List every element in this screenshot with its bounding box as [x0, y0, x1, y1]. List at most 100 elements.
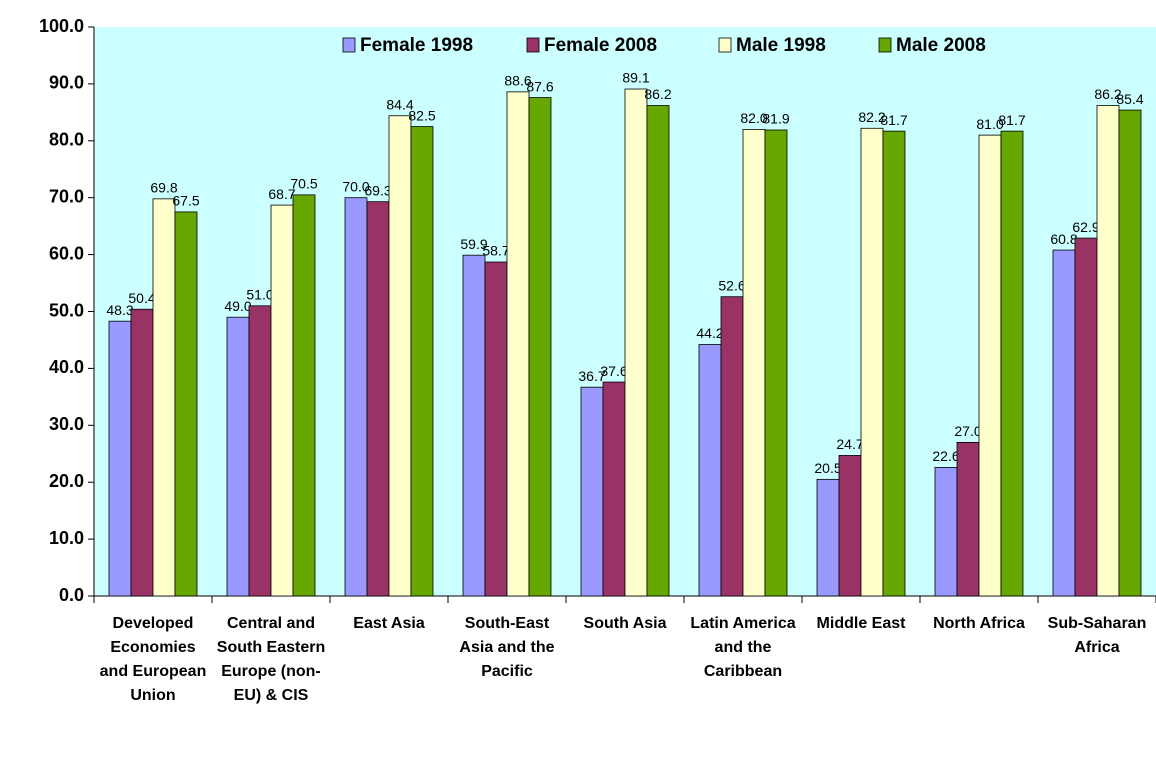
bar	[1052, 249, 1076, 597]
value-label: 69.3	[364, 182, 391, 198]
bar	[484, 261, 508, 597]
value-label: 82.0	[740, 110, 767, 126]
bar	[174, 211, 198, 597]
value-label: 81.7	[998, 112, 1025, 128]
bar	[366, 201, 390, 597]
value-label: 84.4	[386, 96, 413, 112]
x-tick-label: Developed Economies and European Union	[99, 615, 207, 704]
bar	[462, 254, 486, 597]
x-tick-label: Latin America and the Caribbean	[690, 615, 796, 680]
value-label: 88.6	[504, 73, 531, 89]
bar	[1074, 237, 1098, 597]
legend-swatch	[342, 37, 356, 53]
value-label: 44.2	[696, 325, 723, 341]
legend-label: Male 2008	[896, 35, 986, 56]
y-tick-label: 80.0	[49, 130, 84, 150]
legend-swatch	[718, 37, 732, 53]
value-label: 86.2	[644, 86, 671, 102]
value-label: 81.7	[880, 112, 907, 128]
bar	[226, 316, 250, 597]
value-label: 58.7	[482, 243, 509, 259]
value-label: 59.9	[460, 236, 487, 252]
bar	[152, 198, 176, 597]
legend-label: Female 2008	[544, 35, 657, 56]
y-tick-label: 50.0	[49, 300, 84, 320]
value-label: 48.3	[106, 302, 133, 318]
value-label: 69.8	[150, 180, 177, 196]
bar	[934, 467, 958, 597]
value-label: 60.8	[1050, 231, 1077, 247]
value-label: 87.6	[526, 78, 553, 94]
value-label: 49.0	[224, 298, 251, 314]
bar	[742, 129, 766, 597]
value-label: 81.9	[762, 111, 789, 127]
value-label: 85.4	[1116, 91, 1143, 107]
value-label: 68.7	[268, 186, 295, 202]
legend-label: Female 1998	[360, 35, 473, 56]
value-label: 81.0	[976, 116, 1003, 132]
bar	[388, 115, 412, 597]
bar	[1118, 109, 1142, 597]
bar	[580, 386, 604, 597]
bar	[764, 129, 788, 597]
bar	[882, 130, 906, 597]
x-tick-label: South Asia	[583, 615, 667, 632]
bar	[1000, 130, 1024, 597]
value-label: 70.0	[342, 178, 369, 194]
bar	[344, 197, 368, 597]
value-label: 82.2	[858, 109, 885, 125]
value-label: 62.9	[1072, 219, 1099, 235]
value-label: 82.5	[408, 107, 435, 123]
bar	[956, 441, 980, 597]
x-tick-label: East Asia	[353, 615, 425, 632]
y-tick-label: 100.0	[39, 16, 84, 36]
y-tick-label: 90.0	[49, 73, 84, 93]
bar	[248, 305, 272, 597]
x-tick-label: Sub-Saharan Africa	[1047, 615, 1147, 656]
y-tick-label: 0.0	[59, 585, 84, 605]
bar	[410, 126, 434, 597]
value-label: 22.6	[932, 448, 959, 464]
bar	[130, 308, 154, 597]
bar	[602, 381, 626, 597]
y-tick-label: 30.0	[49, 414, 84, 434]
x-tick-label: Middle East	[816, 615, 906, 632]
x-tick-label: South-East Asia and the Pacific	[459, 615, 555, 680]
bar	[646, 105, 670, 597]
value-label: 52.6	[718, 277, 745, 293]
bar	[720, 296, 744, 597]
value-label: 70.5	[290, 176, 317, 192]
bar	[1096, 105, 1120, 597]
bar	[978, 134, 1002, 597]
bar	[528, 97, 552, 597]
bar	[838, 455, 862, 597]
bar	[292, 194, 316, 597]
legend-label: Male 1998	[736, 35, 826, 56]
legend-swatch	[878, 37, 892, 53]
legend-swatch	[526, 37, 540, 53]
bar	[506, 91, 530, 597]
value-label: 67.5	[172, 193, 199, 209]
value-label: 20.5	[814, 460, 841, 476]
y-tick-label: 70.0	[49, 186, 84, 206]
value-label: 89.1	[622, 70, 649, 86]
y-tick-label: 60.0	[49, 243, 84, 263]
value-label: 24.7	[836, 436, 863, 452]
y-tick-label: 20.0	[49, 471, 84, 491]
value-label: 37.6	[600, 363, 627, 379]
value-label: 50.4	[128, 290, 155, 306]
x-tick-label: North Africa	[933, 615, 1025, 632]
bar	[624, 88, 648, 597]
value-label: 51.0	[246, 287, 273, 303]
bar	[816, 478, 840, 597]
bar	[698, 344, 722, 597]
y-tick-label: 10.0	[49, 528, 84, 548]
bar	[270, 204, 294, 597]
value-label: 27.0	[954, 423, 981, 439]
value-label: 36.7	[578, 368, 605, 384]
x-tick-label: Central and South Eastern Europe (non-EU…	[216, 615, 326, 704]
bar	[108, 320, 132, 597]
bar	[860, 127, 884, 597]
